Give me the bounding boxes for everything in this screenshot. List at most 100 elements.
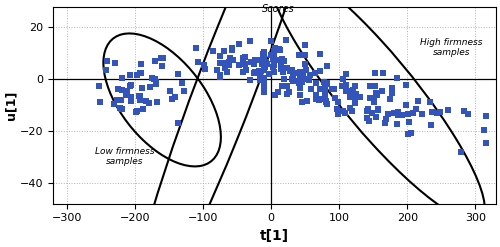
Point <box>296 77 304 81</box>
Point <box>352 84 360 88</box>
Point <box>341 111 349 115</box>
Point <box>150 77 158 81</box>
Point <box>305 79 313 82</box>
Point <box>127 95 135 99</box>
Point <box>352 92 360 96</box>
Point <box>136 98 144 102</box>
Point <box>152 82 160 86</box>
Point <box>114 87 122 91</box>
Point <box>414 99 422 103</box>
Point <box>267 39 275 43</box>
Point <box>374 107 382 111</box>
Point <box>280 59 288 63</box>
Point <box>262 61 270 64</box>
Point <box>370 96 378 100</box>
Point <box>283 66 291 70</box>
Point <box>238 70 246 74</box>
Point <box>384 112 392 116</box>
Point <box>260 67 268 71</box>
Point <box>272 58 280 62</box>
Point <box>342 72 350 76</box>
Point <box>324 64 332 68</box>
Point <box>126 73 134 77</box>
Point <box>296 86 304 90</box>
Point <box>276 48 284 52</box>
Point <box>278 58 286 62</box>
Point <box>127 99 135 103</box>
Point <box>316 87 324 91</box>
Point <box>132 108 140 112</box>
Point <box>250 62 258 65</box>
Point <box>315 98 323 102</box>
Point <box>482 114 490 118</box>
Point <box>270 70 278 74</box>
Point <box>260 62 268 66</box>
Point <box>331 96 339 100</box>
Point <box>388 86 396 90</box>
Point <box>368 111 376 115</box>
Point <box>274 47 282 51</box>
Point <box>118 88 126 92</box>
Point <box>152 77 160 81</box>
Point <box>374 108 382 112</box>
Point <box>174 72 182 76</box>
Point <box>364 107 372 111</box>
Point <box>271 93 279 97</box>
Point <box>349 88 357 92</box>
Point <box>260 68 268 72</box>
Point <box>272 46 280 50</box>
Point <box>380 121 388 124</box>
Point <box>238 61 246 65</box>
Point <box>346 106 354 110</box>
Point <box>224 63 232 67</box>
Point <box>334 112 342 116</box>
Point <box>382 117 390 121</box>
Point <box>228 48 235 52</box>
Point <box>127 83 135 87</box>
Point <box>351 96 359 100</box>
Point <box>152 80 160 84</box>
Point <box>239 56 247 60</box>
Point <box>312 93 320 97</box>
Point <box>260 67 268 71</box>
Point <box>356 95 364 99</box>
Point <box>200 63 208 67</box>
Point <box>364 109 372 113</box>
Point <box>322 99 330 103</box>
Point <box>250 71 258 75</box>
Point <box>256 78 264 82</box>
Point <box>333 107 341 111</box>
Point <box>124 89 132 93</box>
Point <box>308 87 316 91</box>
Point <box>136 71 144 75</box>
Point <box>139 107 147 111</box>
Point <box>290 80 298 83</box>
Point <box>418 112 426 116</box>
Point <box>174 121 182 125</box>
Point <box>260 76 268 80</box>
Point <box>285 90 293 94</box>
Point <box>228 46 236 50</box>
Point <box>216 75 224 79</box>
Point <box>262 62 270 66</box>
Point <box>298 74 306 78</box>
Point <box>251 59 259 62</box>
Point <box>288 77 296 81</box>
Point <box>406 131 414 135</box>
Point <box>226 57 234 61</box>
Point <box>312 81 320 85</box>
Point <box>409 111 417 115</box>
Point <box>126 84 134 88</box>
Point <box>241 62 249 66</box>
Point <box>412 107 420 111</box>
Text: High firmness
samples: High firmness samples <box>420 38 483 57</box>
Point <box>323 102 331 106</box>
Point <box>278 84 285 88</box>
Point <box>110 102 118 106</box>
Point <box>434 111 442 115</box>
Point <box>286 69 294 73</box>
Point <box>330 86 338 90</box>
Point <box>303 99 311 103</box>
Point <box>258 62 266 65</box>
Point <box>136 94 143 98</box>
